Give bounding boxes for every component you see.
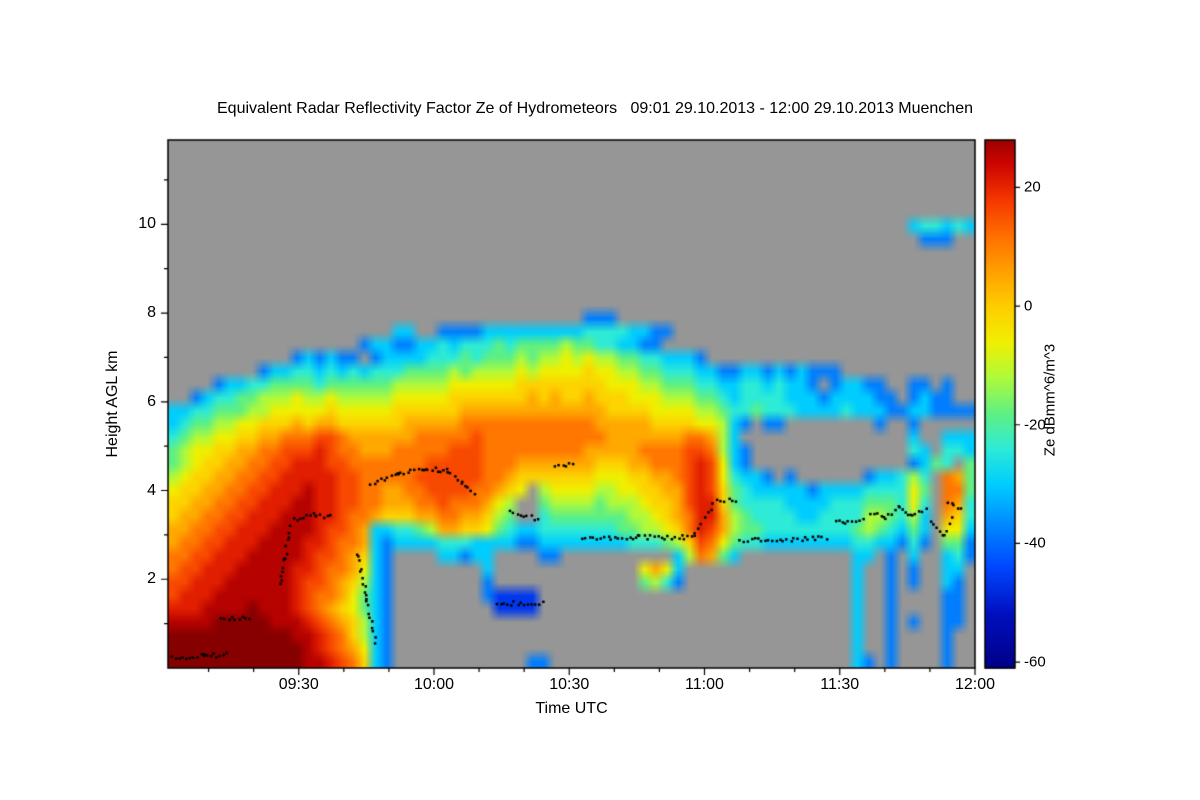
y-tick-label: 6 [147,392,156,410]
colorbar-tick-label: -20 [1024,416,1046,434]
x-tick-label: 11:00 [685,676,724,693]
y-axis-label: Height AGL km [104,350,121,458]
x-tick-label: 12:00 [954,676,996,693]
y-tick-label: 8 [147,304,156,322]
y-tick-label: 10 [138,215,156,233]
x-tick-label: 10:00 [413,676,455,693]
colorbar-tick-label: 0 [1024,297,1033,315]
y-tick-label: 4 [147,481,156,499]
x-tick-label: 09:30 [278,676,319,693]
x-tick-label: 10:30 [549,676,590,693]
page-title: Equivalent Radar Reflectivity Factor Ze … [217,100,973,117]
y-tick-label: 2 [147,570,156,588]
x-tick-label: 11:30 [820,676,860,693]
colorbar-label: Ze dBmm^6/m^3 [1041,343,1059,457]
colorbar-tick-label: -40 [1024,534,1046,552]
colorbar-tick-label: -60 [1024,653,1046,671]
x-axis-label: Time UTC [535,700,608,717]
colorbar-tick-label: 20 [1024,178,1041,196]
